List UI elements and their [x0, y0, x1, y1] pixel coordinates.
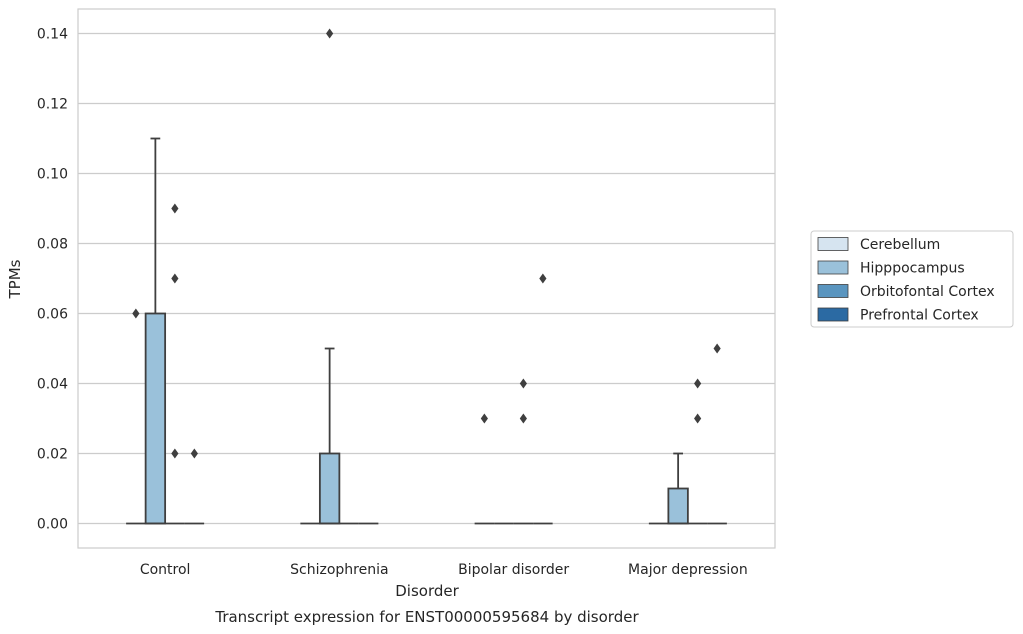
plot-area-frame	[77, 8, 776, 549]
y-tick-label: 0.08	[37, 237, 68, 253]
outlier-point	[519, 413, 527, 424]
y-tick-label: 0.12	[37, 97, 68, 113]
box-orbitofontal-cortex-2	[513, 378, 534, 525]
legend-label: Cerebellum	[860, 237, 940, 253]
y-tick-label: 0.04	[37, 377, 68, 393]
box-prefrontal-cortex-0	[184, 448, 205, 525]
outlier-point	[171, 448, 179, 459]
outlier-point	[190, 448, 198, 459]
legend-swatch	[817, 237, 849, 251]
outlier-point	[539, 273, 547, 284]
legend: Cerebellum Hipppocampus Orbitofontal Corte…	[810, 230, 1014, 328]
legend-label: Prefrontal Cortex	[860, 308, 979, 324]
box-orbitofontal-cortex-3	[687, 378, 708, 525]
y-axis-title: TPMs	[6, 259, 24, 299]
chart-caption: Transcript expression for ENST0000059568…	[214, 608, 639, 626]
box-orbitofontal-cortex-0	[165, 203, 185, 525]
boxes	[126, 28, 727, 525]
box-body	[144, 312, 167, 525]
box-prefrontal-cortex-2	[533, 273, 553, 525]
outlier-point	[713, 343, 721, 354]
outlier-point	[519, 378, 527, 389]
y-tick-label: 0.10	[37, 167, 68, 183]
outlier-point	[694, 378, 702, 389]
legend-label: Hipppocampus	[860, 261, 965, 277]
box-cerebellum-2	[474, 413, 495, 525]
x-axis-title: Disorder	[395, 582, 459, 600]
legend-label: Orbitofontal Cortex	[860, 284, 995, 300]
x-tick-label: Schizophrenia	[290, 562, 388, 578]
y-tick-labels: 0.00 0.02 0.04 0.06 0.08 0.10 0.12 0.14	[37, 27, 68, 533]
outlier-point	[132, 308, 140, 319]
y-tick-label: 0.06	[37, 307, 68, 323]
box-prefrontal-cortex-3	[707, 343, 727, 525]
x-tick-label: Bipolar disorder	[458, 562, 569, 578]
legend-swatch	[817, 284, 849, 298]
y-tick-label: 0.00	[37, 517, 68, 533]
gridlines	[78, 32, 775, 525]
x-tick-labels: Control Schizophrenia Bipolar disorder Majo…	[140, 562, 748, 578]
x-tick-label: Control	[140, 562, 191, 578]
x-tick-label: Major depression	[628, 562, 748, 578]
y-tick-label: 0.14	[37, 27, 68, 43]
box-body	[667, 487, 689, 525]
box-hipppocampus-0	[144, 137, 167, 525]
box-hipppocampus-1	[318, 28, 341, 525]
legend-swatch	[817, 307, 849, 322]
box-hipppocampus-3	[667, 452, 689, 525]
outlier-point	[694, 413, 702, 424]
legend-swatch	[817, 260, 849, 275]
outlier-point	[171, 273, 179, 284]
legend-frame	[810, 230, 1014, 328]
outlier-point	[326, 28, 334, 39]
outlier-point	[171, 203, 179, 214]
y-tick-label: 0.02	[37, 447, 68, 463]
outlier-point	[480, 413, 488, 424]
box-body	[318, 452, 341, 525]
box-cerebellum-0	[126, 308, 146, 525]
